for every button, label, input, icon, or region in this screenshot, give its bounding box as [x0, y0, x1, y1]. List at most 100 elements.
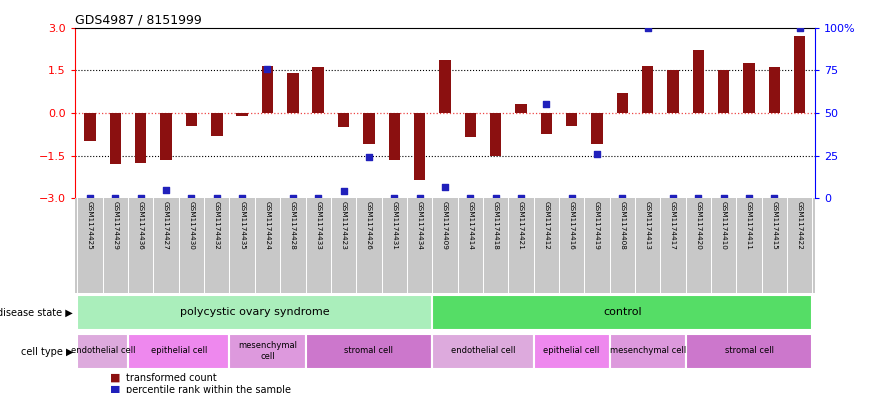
Point: [438, 184, 452, 190]
Text: GSM1174408: GSM1174408: [619, 201, 626, 250]
Text: GSM1174419: GSM1174419: [594, 201, 600, 250]
Text: GSM1174431: GSM1174431: [391, 201, 397, 250]
Bar: [128, 334, 229, 369]
Text: ■: ■: [110, 373, 121, 383]
Bar: [110, 113, 122, 164]
Text: disease state ▶: disease state ▶: [0, 307, 73, 318]
Text: percentile rank within the sample: percentile rank within the sample: [126, 385, 291, 393]
Text: ■: ■: [110, 385, 121, 393]
Point: [412, 195, 426, 202]
Text: mesenchymal cell: mesenchymal cell: [610, 347, 685, 355]
Bar: [337, 113, 349, 127]
Bar: [610, 334, 685, 369]
Point: [134, 195, 148, 202]
Text: GSM1174425: GSM1174425: [87, 201, 93, 250]
Point: [387, 195, 401, 202]
Text: GSM1174415: GSM1174415: [772, 201, 777, 250]
Bar: [718, 70, 729, 113]
Bar: [306, 334, 433, 369]
Point: [615, 195, 629, 202]
Text: mesenchymal
cell: mesenchymal cell: [238, 341, 297, 361]
Text: GSM1174427: GSM1174427: [163, 201, 169, 250]
Bar: [236, 113, 248, 116]
Point: [692, 195, 706, 202]
Text: GSM1174413: GSM1174413: [645, 201, 651, 250]
Point: [742, 195, 756, 202]
Point: [261, 66, 275, 72]
Point: [590, 151, 604, 158]
Bar: [433, 295, 812, 330]
Text: cell type ▶: cell type ▶: [20, 347, 73, 357]
Point: [666, 195, 680, 202]
Point: [285, 195, 300, 202]
Text: GSM1174421: GSM1174421: [518, 201, 524, 250]
Text: GSM1174430: GSM1174430: [189, 201, 195, 250]
Bar: [85, 113, 96, 141]
Point: [767, 195, 781, 202]
Bar: [667, 70, 678, 113]
Text: GSM1174423: GSM1174423: [341, 201, 346, 250]
Point: [539, 101, 553, 108]
Bar: [313, 68, 324, 113]
Text: transformed count: transformed count: [126, 373, 217, 383]
Bar: [78, 334, 128, 369]
Point: [235, 195, 249, 202]
Text: epithelial cell: epithelial cell: [151, 347, 207, 355]
Bar: [464, 113, 476, 137]
Text: GSM1174435: GSM1174435: [239, 201, 245, 250]
Text: GSM1174420: GSM1174420: [695, 201, 701, 250]
Text: epithelial cell: epithelial cell: [544, 347, 600, 355]
Text: control: control: [603, 307, 641, 317]
Bar: [534, 334, 610, 369]
Text: GSM1174432: GSM1174432: [214, 201, 220, 250]
Point: [489, 195, 503, 202]
Bar: [433, 334, 534, 369]
Point: [108, 195, 122, 202]
Point: [83, 195, 97, 202]
Bar: [617, 93, 628, 113]
Point: [311, 195, 325, 202]
Text: stromal cell: stromal cell: [344, 347, 394, 355]
Bar: [541, 113, 552, 134]
Bar: [794, 36, 805, 113]
Text: GSM1174410: GSM1174410: [721, 201, 727, 250]
Bar: [692, 50, 704, 113]
Point: [716, 195, 730, 202]
Bar: [744, 63, 755, 113]
Text: GSM1174418: GSM1174418: [492, 201, 499, 250]
Bar: [287, 73, 299, 113]
Bar: [515, 105, 527, 113]
Text: GSM1174409: GSM1174409: [442, 201, 448, 250]
Bar: [685, 334, 812, 369]
Text: GDS4987 / 8151999: GDS4987 / 8151999: [75, 13, 202, 26]
Point: [362, 154, 376, 160]
Bar: [591, 113, 603, 144]
Bar: [389, 113, 400, 160]
Text: endothelial cell: endothelial cell: [451, 347, 515, 355]
Text: GSM1174416: GSM1174416: [568, 201, 574, 250]
Bar: [642, 66, 654, 113]
Text: GSM1174412: GSM1174412: [544, 201, 549, 250]
Point: [640, 24, 655, 31]
Point: [565, 195, 579, 202]
Point: [210, 195, 224, 202]
Text: GSM1174424: GSM1174424: [264, 201, 270, 250]
Point: [514, 195, 528, 202]
Bar: [414, 113, 426, 180]
Point: [337, 188, 351, 195]
Bar: [229, 334, 306, 369]
Bar: [160, 113, 172, 160]
Bar: [262, 66, 273, 113]
Bar: [440, 60, 450, 113]
Text: GSM1174411: GSM1174411: [746, 201, 752, 250]
Bar: [363, 113, 374, 144]
Text: GSM1174429: GSM1174429: [113, 201, 118, 250]
Point: [184, 195, 198, 202]
Text: GSM1174417: GSM1174417: [670, 201, 676, 250]
Text: GSM1174436: GSM1174436: [137, 201, 144, 250]
Text: GSM1174428: GSM1174428: [290, 201, 296, 250]
Bar: [566, 113, 577, 126]
Text: GSM1174422: GSM1174422: [796, 201, 803, 250]
Text: GSM1174434: GSM1174434: [417, 201, 423, 250]
Text: endothelial cell: endothelial cell: [70, 347, 135, 355]
